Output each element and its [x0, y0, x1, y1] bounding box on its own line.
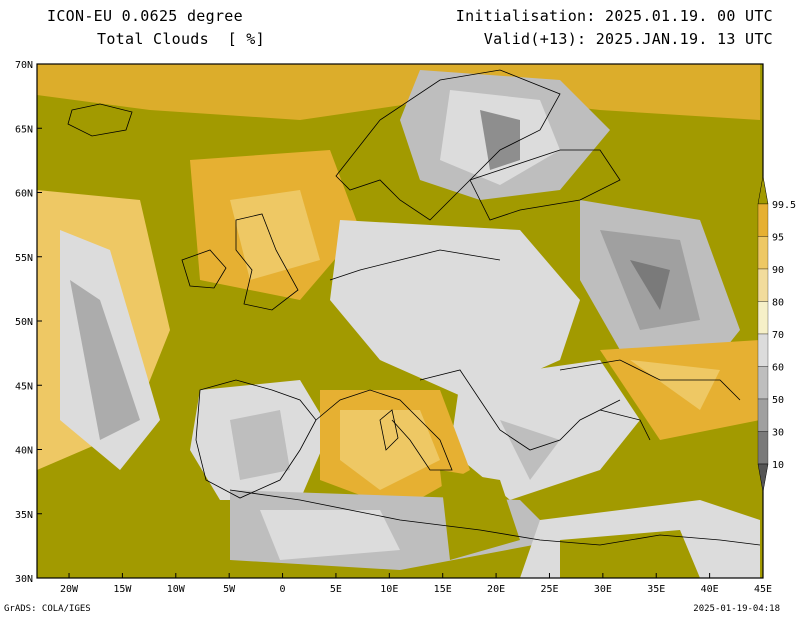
lat-tick-label: 70N — [15, 60, 33, 71]
colorbar-level-label: 70 — [772, 330, 784, 341]
lon-tick-label: 15E — [434, 584, 452, 595]
colorbar: 99.5 95 90 80 70 60 50 30 10 — [757, 175, 796, 493]
lat-tick-label: 50N — [15, 317, 33, 328]
colorbar-box — [757, 431, 769, 465]
colorbar-box — [757, 333, 769, 367]
colorbar-level-label: 30 — [772, 428, 784, 439]
lon-tick-label: 35E — [647, 584, 665, 595]
colorbar-level-label: 60 — [772, 363, 784, 374]
lat-tick-label: 30N — [15, 574, 33, 585]
lat-tick-label: 65N — [15, 124, 33, 135]
lon-tick-label: 30E — [594, 584, 612, 595]
colorbar-box — [757, 203, 769, 237]
colorbar-level-label: 95 — [772, 233, 784, 244]
grads-credit: GrADS: COLA/IGES — [4, 604, 91, 614]
latitude-axis: 70N 65N 60N 55N 50N 45N 40N 35N 30N — [15, 60, 42, 585]
colorbar-box — [757, 398, 769, 432]
colorbar-box — [757, 236, 769, 270]
colorbar-box — [757, 366, 769, 400]
lon-tick-label: 5E — [330, 584, 342, 595]
colorbar-box — [757, 268, 769, 302]
coastlines — [67, 69, 761, 546]
lat-tick-label: 60N — [15, 189, 33, 200]
model-title: ICON-EU 0.0625 degree — [47, 7, 243, 25]
lat-tick-label: 45N — [15, 381, 33, 392]
cloud-field — [37, 64, 763, 578]
lat-tick-label: 35N — [15, 510, 33, 521]
lon-tick-label: 25E — [540, 584, 558, 595]
lon-tick-label: 20E — [487, 584, 505, 595]
colorbar-level-label: 10 — [772, 460, 784, 471]
colorbar-level-label: 99.5 — [772, 200, 796, 211]
lon-tick-label: 10W — [167, 584, 186, 595]
lat-tick-label: 40N — [15, 446, 33, 457]
lon-tick-label: 5W — [223, 584, 236, 595]
lon-tick-label: 40E — [701, 584, 719, 595]
lon-tick-label: 20W — [60, 584, 79, 595]
colorbar-cap-bottom — [757, 463, 769, 493]
lon-tick-label: 0 — [280, 584, 286, 595]
colorbar-level-label: 90 — [772, 265, 784, 276]
longitude-axis: 20W 15W 10W 5W 0 5E 10E 15E 20E 25E 30E 35E 40E 45E — [60, 573, 772, 595]
lon-tick-label: 10E — [380, 584, 398, 595]
variable-title: Total Clouds [ %] — [97, 30, 265, 48]
lon-tick-label: 45E — [754, 584, 772, 595]
colorbar-box — [757, 301, 769, 335]
lon-tick-label: 15W — [113, 584, 132, 595]
init-time: Initialisation: 2025.01.19. 00 UTC — [455, 7, 773, 25]
lat-tick-label: 55N — [15, 253, 33, 264]
creation-timestamp: 2025-01-19-04:18 — [693, 604, 780, 614]
colorbar-level-label: 80 — [772, 298, 784, 309]
colorbar-level-label: 50 — [772, 395, 784, 406]
valid-time: Valid(+13): 2025.JAN.19. 13 UTC — [483, 30, 773, 48]
